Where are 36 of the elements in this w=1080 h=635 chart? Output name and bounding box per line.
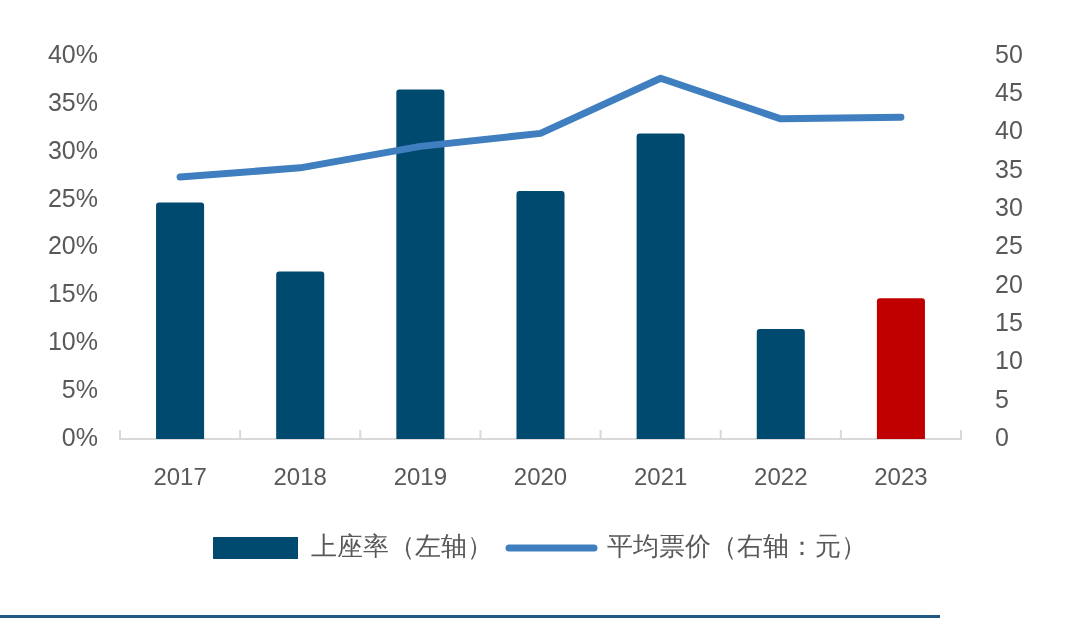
y-tick-label: 15% xyxy=(47,279,98,308)
x-tick-label: 2019 xyxy=(393,463,448,491)
y2-tick-label: 0 xyxy=(995,422,1009,451)
y2-tick-label: 35 xyxy=(995,154,1023,183)
y-tick-label: 20% xyxy=(47,231,98,260)
y2-tick-label: 5 xyxy=(995,384,1009,413)
bar xyxy=(516,191,565,439)
y2-tick-label: 40 xyxy=(995,116,1023,145)
y-tick-label: 10% xyxy=(47,327,98,356)
bar xyxy=(276,271,325,439)
y2-tick-label: 20 xyxy=(995,269,1023,298)
y-tick-label: 0% xyxy=(61,422,98,451)
y2-tick-label: 10 xyxy=(995,346,1023,375)
bar xyxy=(636,133,685,439)
y-tick-label: 5% xyxy=(61,375,98,404)
y-tick-label: 25% xyxy=(47,183,98,212)
bar xyxy=(756,328,805,439)
bar xyxy=(876,298,925,439)
y2-tick-label: 50 xyxy=(995,39,1023,68)
y2-tick-label: 15 xyxy=(995,307,1023,336)
y2-tick-label: 45 xyxy=(995,78,1023,107)
x-tick-label: 2020 xyxy=(513,463,568,491)
x-tick-label: 2017 xyxy=(153,463,207,491)
x-tick-label: 2018 xyxy=(273,463,327,491)
x-tick-label: 2022 xyxy=(754,463,808,491)
x-tick-label: 2023 xyxy=(874,463,928,491)
legend-label: 平均票价（右轴：元） xyxy=(607,531,867,562)
y-tick-label: 35% xyxy=(47,87,98,116)
y-tick-label: 30% xyxy=(47,135,98,164)
y-tick-label: 40% xyxy=(47,39,98,68)
x-tick-label: 2021 xyxy=(633,463,688,491)
bar xyxy=(396,89,445,439)
y2-tick-label: 30 xyxy=(995,193,1023,222)
legend-label: 上座率（左轴） xyxy=(311,531,493,562)
y2-tick-label: 25 xyxy=(995,231,1023,260)
bar xyxy=(156,202,205,439)
